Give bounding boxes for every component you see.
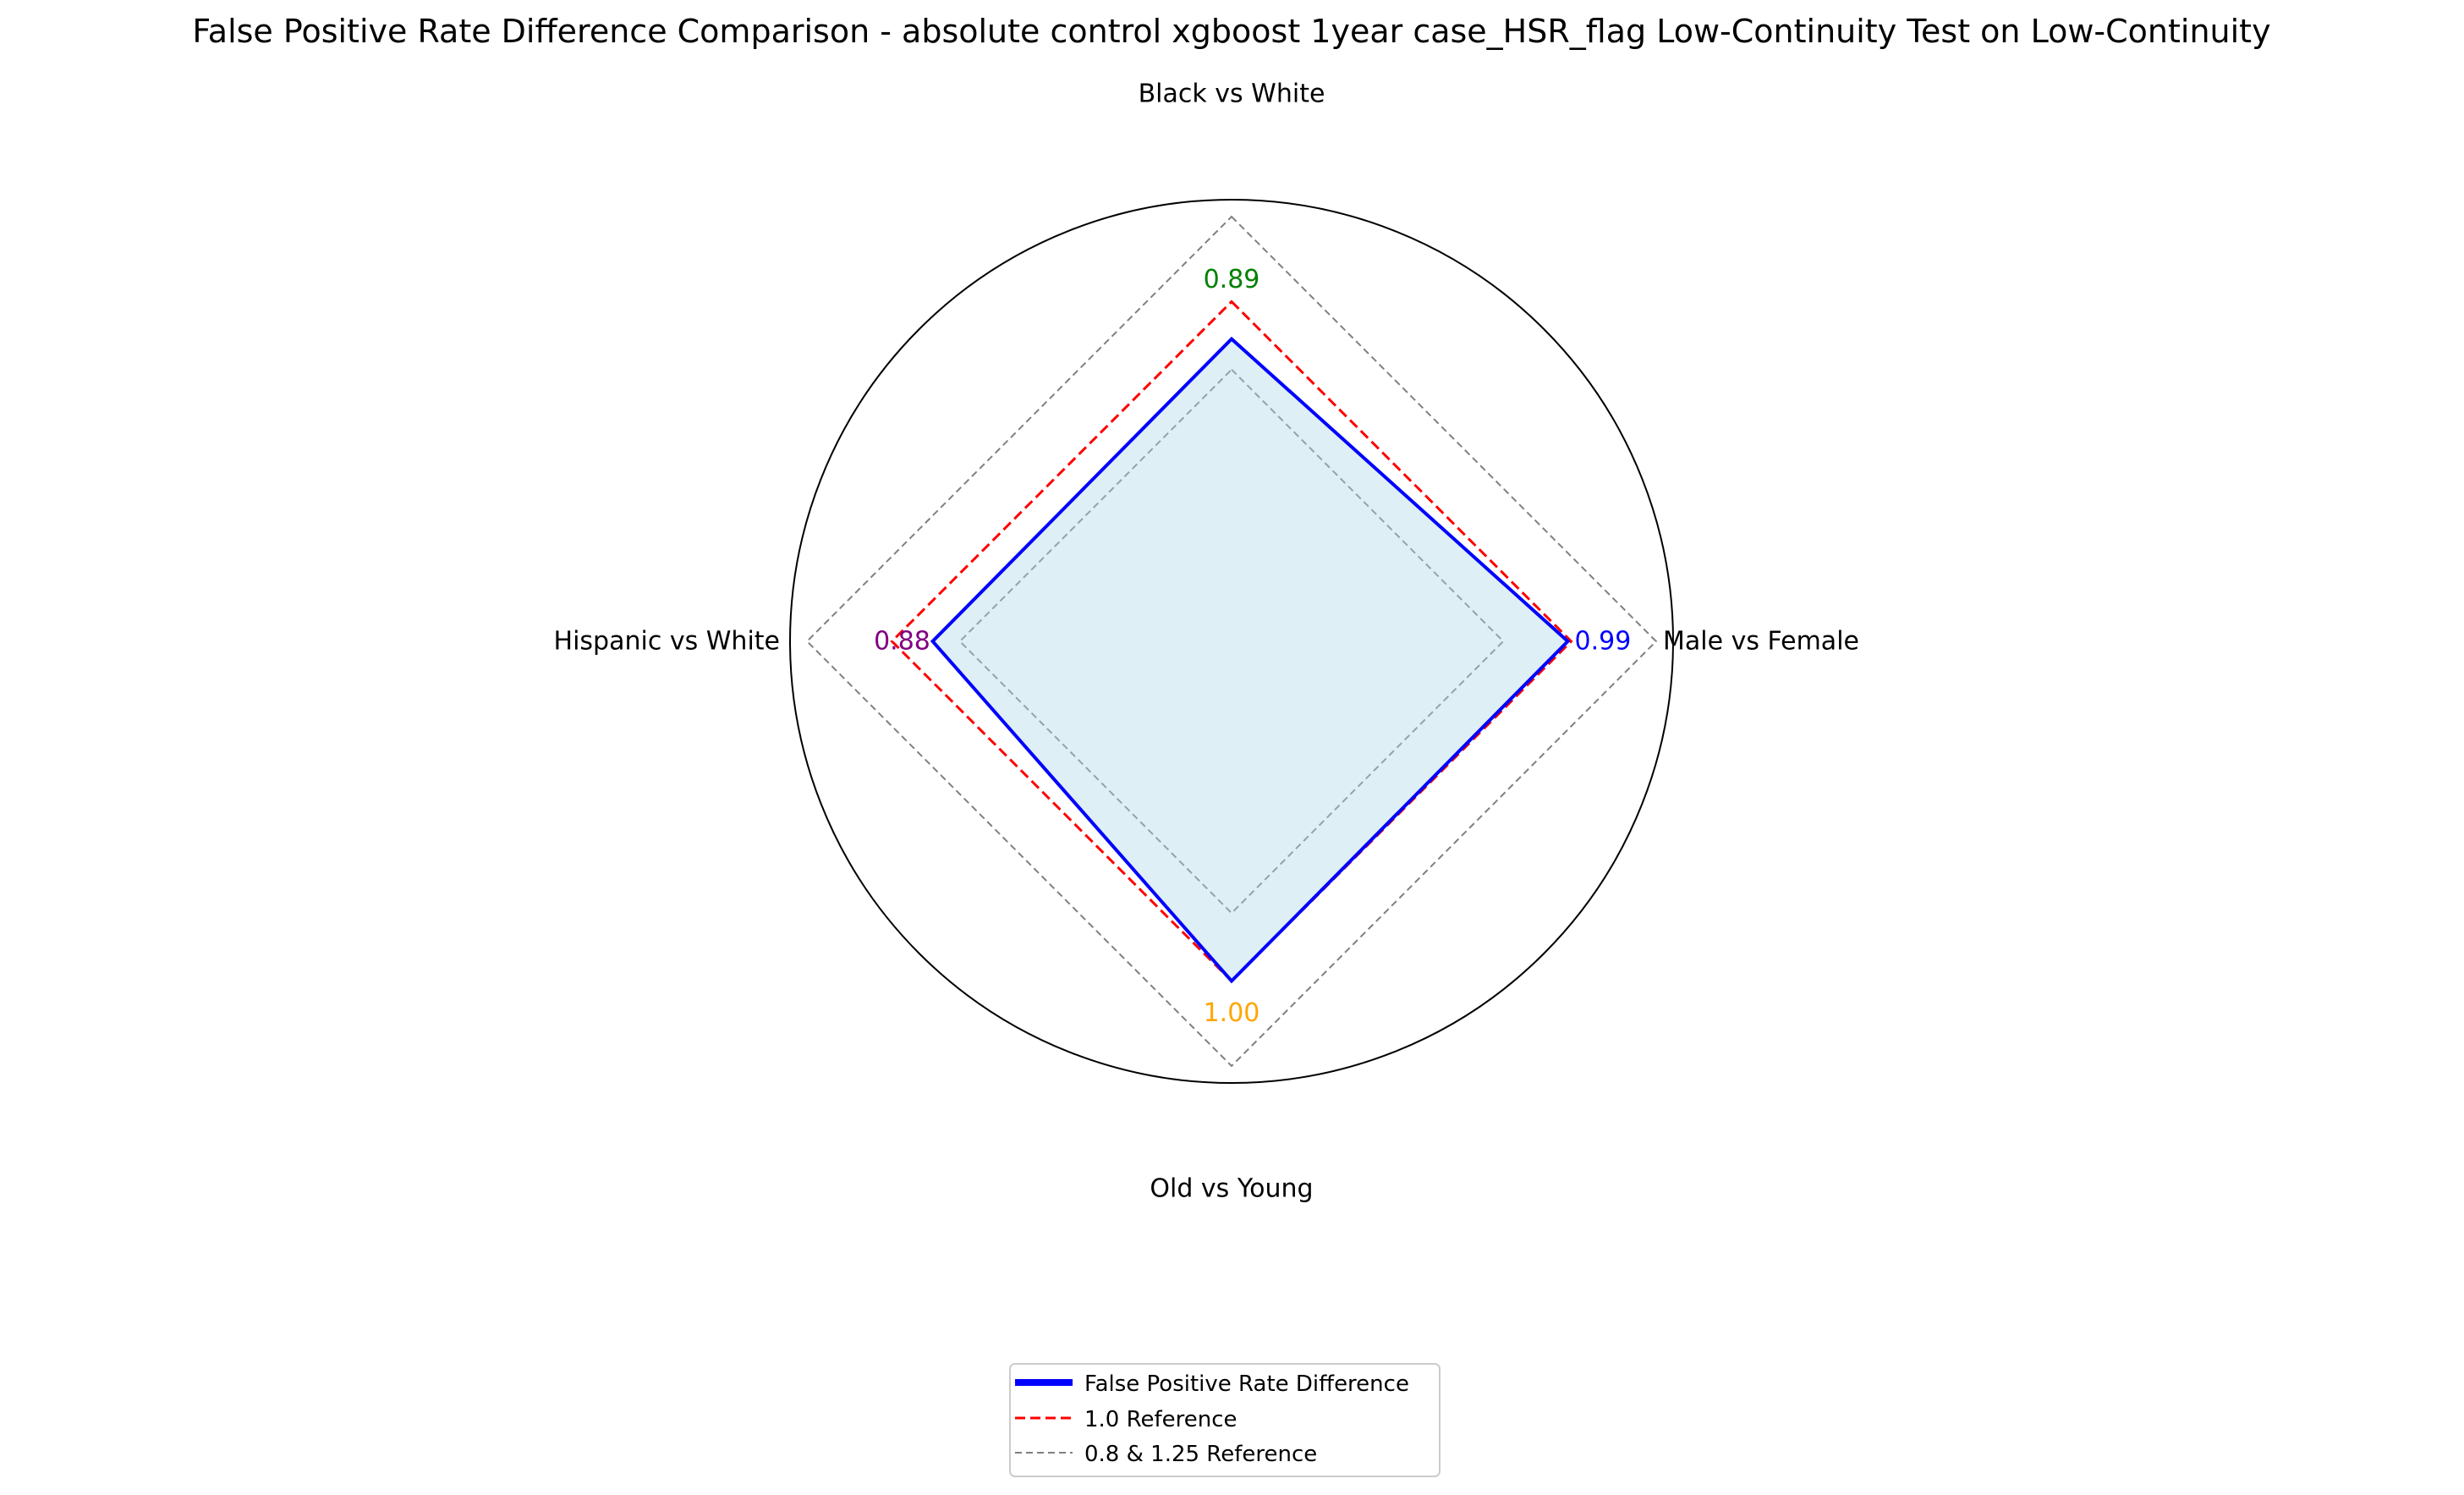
series-fill-false-positive-rate-difference [932, 338, 1568, 981]
legend-label-reference-1: 1.0 Reference [1084, 1407, 1237, 1432]
legend-label-reference-bounds: 0.8 & 1.25 Reference [1084, 1442, 1317, 1467]
chart-title: False Positive Rate Difference Compariso… [192, 13, 2270, 50]
category-labels: Black vs White Male vs Female Old vs Young… [554, 80, 1859, 1204]
reference-line-0-8 [958, 368, 1505, 915]
series-layer [930, 336, 1571, 984]
legend: False Positive Rate Difference 1.0 Refer… [1009, 1363, 1441, 1477]
polar-outer-circle [789, 199, 1674, 1084]
value-label-hispanic-vs-white: 0.88 [874, 627, 930, 657]
category-label-male-vs-female: Male vs Female [1663, 627, 1859, 657]
value-label-male-vs-female: 0.99 [1575, 627, 1632, 657]
category-label-black-vs-white: Black vs White [1139, 80, 1325, 109]
legend-label-fpr-difference: False Positive Rate Difference [1084, 1371, 1409, 1397]
polar-frame [789, 199, 1674, 1084]
value-label-old-vs-young: 1.00 [1204, 998, 1260, 1028]
category-label-old-vs-young: Old vs Young [1150, 1174, 1313, 1204]
value-labels: 0.89 0.99 1.00 0.88 [874, 265, 1631, 1028]
reference-line-1-25 [805, 215, 1658, 1068]
value-label-black-vs-white: 0.89 [1204, 265, 1260, 294]
legend-frame [1009, 1363, 1441, 1477]
category-label-hispanic-vs-white: Hispanic vs White [554, 627, 780, 657]
series-line-false-positive-rate-difference [930, 336, 1571, 984]
